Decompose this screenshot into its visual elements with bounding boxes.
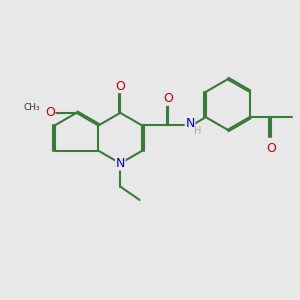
Text: N: N bbox=[116, 157, 125, 170]
Text: N: N bbox=[185, 118, 195, 130]
Text: O: O bbox=[164, 92, 173, 105]
Text: H: H bbox=[194, 126, 202, 136]
Text: O: O bbox=[115, 80, 125, 93]
Text: O: O bbox=[266, 142, 276, 155]
Text: O: O bbox=[45, 106, 55, 119]
Text: CH₃: CH₃ bbox=[24, 103, 40, 112]
